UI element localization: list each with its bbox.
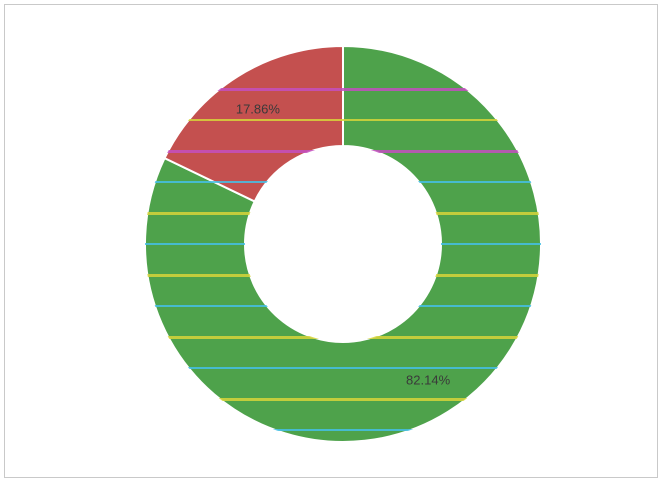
stripe-5 xyxy=(145,243,541,245)
slice-label-1: 17.86% xyxy=(236,102,281,117)
slices-group xyxy=(144,44,542,443)
stripe-4 xyxy=(145,212,541,215)
stripe-7 xyxy=(145,305,541,307)
stripe-0 xyxy=(145,88,541,91)
labels-group: 82.14% 17.86% xyxy=(236,102,451,388)
stripe-3 xyxy=(145,181,541,183)
stripe-9 xyxy=(145,367,541,369)
stripe-10 xyxy=(145,398,541,401)
slice-0 xyxy=(144,44,542,443)
slice-label-0: 82.14% xyxy=(406,373,451,388)
stripe-1 xyxy=(145,119,541,121)
slice-1 xyxy=(163,44,344,203)
stripe-8 xyxy=(145,336,541,339)
stripe-2 xyxy=(145,150,541,153)
stripe-6 xyxy=(145,274,541,277)
stripe-11 xyxy=(145,429,541,431)
